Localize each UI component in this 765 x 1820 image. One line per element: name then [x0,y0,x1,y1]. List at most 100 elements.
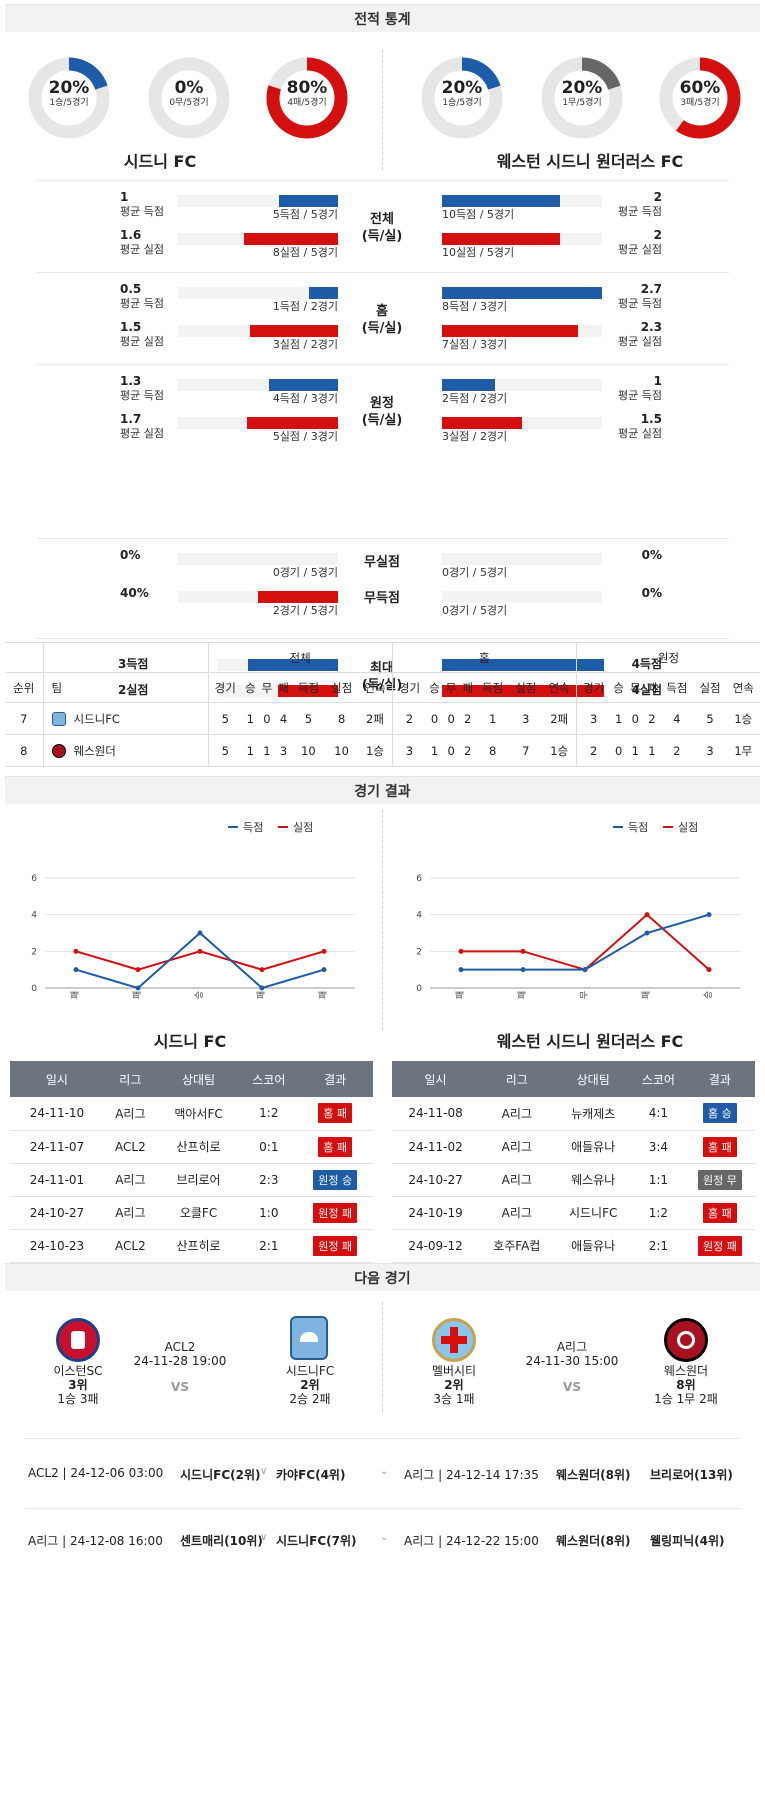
home-donut-2-arc [266,57,348,139]
away-stat-1-0-sub: 8득점 / 3경기 [442,300,508,313]
standings-cell: 1 [488,711,497,726]
standings-col-7: 실점 [331,680,353,695]
home-result-d: 24-10-27 [10,1196,104,1230]
standings-col-19: 패 [646,680,658,695]
away-max-0-value: 4득점 [631,657,662,671]
upcoming-right-chevron-icon[interactable]: ⌄ [380,1466,389,1477]
away-result-badge: 홈 패 [703,1202,737,1223]
sydney-fc-logo [290,1316,328,1360]
upcoming-right-chevron-icon[interactable]: ⌄ [380,1532,389,1543]
home-results-table: 일시 리그 상대팀 스코어 결과 24-11-10 A리그 맥아서FC 1:2 홈 패 24-11-… [10,1061,373,1263]
away-results-title: 웨스턴 시드니 원더러스 FC [496,1032,684,1051]
home-donut-2-sub: 4패/5경기 [287,98,327,108]
away-results-chart: 득점 실점 0 2 4 6 패 패 무 패 승 [416,821,740,999]
upcoming-left-chevron-icon: ∨ [260,1532,268,1543]
y-tick-label: 4 [416,911,422,921]
scored-point [706,912,712,918]
next-left-team1-name: 이스턴SC [53,1364,103,1378]
standings-cell: 8 [337,711,346,726]
home-result-s: 2:1 [240,1229,298,1263]
conceded-point [73,948,79,954]
home-results-col-1: 리그 [103,1061,157,1097]
away-stat-0-1-bar [442,233,561,245]
standings-cell: 2 [648,711,656,726]
standings-col-11: 무 [445,680,457,695]
away-result-d: 24-09-12 [392,1229,480,1263]
scored-point [197,930,203,936]
next-right-league: A리그 [556,1340,588,1354]
scored-line [461,913,710,971]
next-left-team2-rank: 2위 [300,1378,320,1392]
home-result-d: 24-10-23 [10,1229,104,1263]
home-result-o: 산프히로 [156,1130,241,1164]
away-result-s: 4:1 [631,1097,685,1131]
away-stat-1-1-label: 평균 실점 [618,335,662,348]
standings-row: 7 시드니FC 5 1 0 4 5 8 2패 2 0 0 2 1 3 2패 3 1 0 2 4 5 1승 [5,702,760,735]
home-result-badge: 원정 패 [313,1235,358,1256]
standings-cell: 0 [447,711,455,726]
home-stat-0-1-bar [243,233,338,245]
home-results-col-0: 일시 [10,1061,104,1097]
home-results-chart: 득점 실점 0 2 4 6 패 패 승 패 패 [31,821,355,999]
home-stat-1-1-label: 평균 실점 [120,335,164,348]
y-tick-label: 0 [31,984,37,994]
away-stat-0-0-label: 평균 득점 [618,205,662,218]
home-result-badge: 홈 패 [318,1136,353,1157]
eastern-sc-logo [56,1318,100,1362]
away-stat-0-1-label: 평균 실점 [618,243,662,256]
x-tick-label: 승 [194,991,205,999]
standings-rank: 8 [5,734,44,767]
upcoming-left-team-a: 시드니FC(2위) [180,1468,261,1482]
standings-cell: 1 [430,743,439,758]
standings-cell: 1무 [734,743,753,758]
home-results-title: 시드니 FC [153,1032,227,1051]
upcoming-right-team-b: 브리로어(13위) [650,1468,733,1482]
standings-cell: 5 [221,711,229,726]
home-clean-0-sub: 0경기 / 5경기 [272,566,338,579]
next-right-team1-name: 멜버시티 [431,1364,477,1378]
home-results-col-2: 상대팀 [156,1061,241,1097]
home-results-col-4: 결과 [297,1061,373,1097]
x-tick-label: 패 [641,991,652,999]
standings-cell: 2 [405,711,414,726]
y-tick-label: 6 [416,874,422,884]
home-result-row: 24-10-23 ACL2 산프히로 2:1 원정 패 [10,1229,373,1263]
standings-cell: 1 [648,743,656,758]
melbourne-city-logo [432,1318,476,1362]
home-stat-2-0-bar [269,379,338,391]
home-stat-1-1-bar [250,325,338,337]
home-result-l: ACL2 [103,1130,157,1164]
home-stat-2-1-sub: 5실점 / 3경기 [272,430,338,443]
y-tick-label: 0 [416,984,422,994]
away-stat-0-0-sub: 10득점 / 5경기 [442,208,515,221]
scored-point [582,967,588,973]
standings-cell: 0 [263,711,271,726]
x-tick-label: 승 [703,991,714,999]
away-donut-0: 20% 1승/5경기 [420,56,504,140]
away-clean-1-sub: 0경기 / 5경기 [442,604,508,617]
standings-cell: 5 [221,743,229,758]
away-result-o: 웨스유나 [554,1163,632,1197]
next-right-vs: VS [563,1380,581,1394]
home-stat-1-0-bar [309,287,338,299]
home-result-o: 브리로어 [156,1163,241,1197]
next-left-team2-record: 2승 2패 [289,1392,331,1406]
upcoming-left-team-b: 카야FC(4위) [276,1468,346,1482]
home-result-s: 1:2 [240,1097,298,1131]
home-donut-2: 80% 4패/5경기 [265,56,349,140]
standings-cell: 3 [706,743,714,758]
home-donut-0-pct: 20% [48,78,90,98]
standings-col-18: 무 [630,680,641,695]
conceded-point [135,967,141,973]
standings-col-1: 팀 [43,672,209,703]
away-donut-0-arc [421,57,503,139]
home-stat-2-1-label: 평균 실점 [120,427,164,440]
scored-point [644,930,650,936]
standings-cell: 5 [304,711,313,726]
standings-cell: 0 [631,711,639,726]
home-stat-1-0-label: 평균 득점 [120,297,164,310]
away-stat-2-0-value: 1 [653,374,662,388]
conceded-point [259,967,265,973]
standings-cell: 1 [263,743,271,758]
home-max-1-bar [278,685,338,697]
